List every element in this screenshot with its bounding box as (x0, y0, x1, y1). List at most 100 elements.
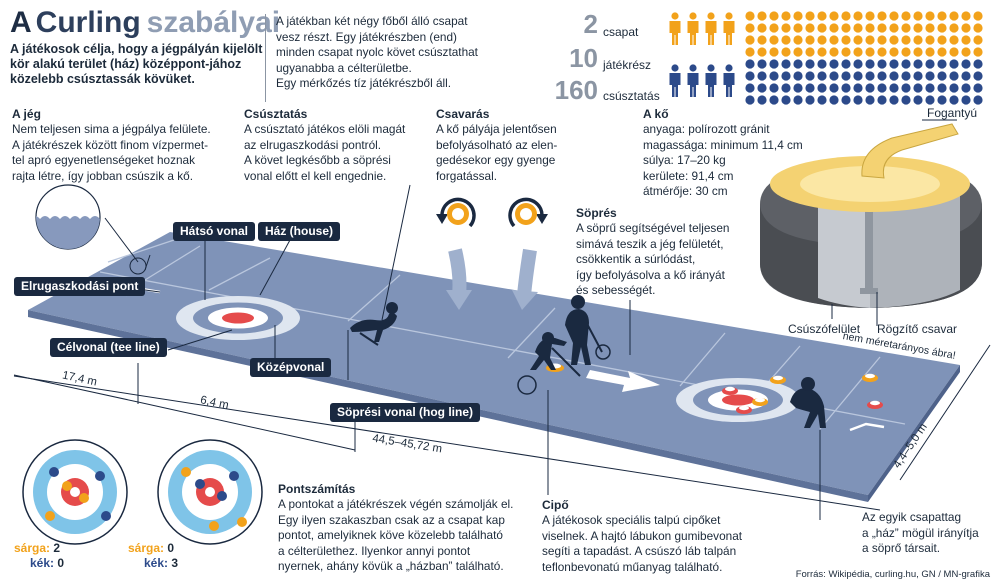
section-curl-title: Csavarás (436, 107, 490, 121)
throw-dot (829, 83, 839, 93)
stone-cutaway-illustration (760, 119, 982, 326)
throw-dot (757, 47, 767, 57)
throw-dot (961, 35, 971, 45)
throw-dot (961, 95, 971, 105)
section-skip-line: a söprő társait. (862, 541, 941, 555)
house-left (176, 296, 300, 340)
section-sweeping-line: és sebességét. (576, 283, 656, 297)
throw-dot (961, 83, 971, 93)
section-ice-line: A játékrészek között finom vízpermet- (12, 137, 209, 152)
throw-dot (757, 11, 767, 21)
page-title: A Curling szabályai (10, 6, 281, 39)
throw-dot (901, 35, 911, 45)
section-sweeping-title: Söprés (576, 206, 617, 220)
label-hog-line: Söprési vonal (hog line) (330, 403, 481, 422)
throw-dot (949, 83, 959, 93)
throw-dot (877, 59, 887, 69)
throw-dot (937, 11, 947, 21)
section-scoring-line: nyernek, ahány kövük a „házban” találhat… (278, 559, 504, 573)
throw-dot (793, 35, 803, 45)
throw-dot (805, 83, 815, 93)
throw-dot (877, 23, 887, 33)
section-scoring: Pontszámítás A pontokat a játékrészek vé… (278, 482, 538, 575)
score-right-yellow: sárga: 0 (128, 541, 175, 555)
throw-dot (853, 11, 863, 21)
throw-dot (961, 59, 971, 69)
throw-dot (865, 95, 875, 105)
game-line: Egy mérkőzés tíz játékrészből áll. (276, 76, 452, 90)
section-shoes-line: A játékosok speciális talpú cipőket (542, 513, 721, 527)
throw-dot (913, 47, 923, 57)
section-scoring-line: Egy ilyen szakaszban csak az a csapat ka… (278, 512, 505, 527)
scoring-diagrams (22, 439, 263, 545)
throw-dot (901, 11, 911, 21)
section-shoes-line: segíti a tapadást. A csúszó láb talpán (542, 544, 737, 558)
label-center-line: Középvonal (250, 358, 332, 377)
throw-dot (817, 23, 827, 33)
throw-dot (793, 23, 803, 33)
throw-dot (817, 35, 827, 45)
throw-dot (877, 95, 887, 105)
throw-dot (913, 71, 923, 81)
throw-dot (925, 23, 935, 33)
score-left-yellow: sárga: 2 (14, 541, 61, 555)
throw-dot (937, 23, 947, 33)
throw-dot (949, 47, 959, 57)
throw-dot (817, 59, 827, 69)
source-credit: Forrás: Wikipédia, curling.hu, GN / MN-g… (795, 569, 990, 580)
section-stone: A kő anyaga: polírozott gránit magassága… (643, 107, 823, 200)
section-stone-title: A kő (643, 107, 669, 121)
throw-dot (757, 71, 767, 81)
label-house: Ház (house) (258, 222, 341, 241)
game-line: minden csapat nyolc követ csúsztathat (276, 45, 478, 59)
throw-dot (781, 83, 791, 93)
section-sweeping-line: A söprű segítségével teljesen (576, 221, 730, 235)
blue-team-icon (669, 64, 735, 97)
section-ice-title: A jég (12, 107, 41, 121)
throw-dot (793, 83, 803, 93)
section-sweeping: Söprés A söprű segítségével teljesen sim… (576, 206, 756, 299)
throw-dot (757, 59, 767, 69)
throw-dot (949, 59, 959, 69)
section-ice: A jég Nem teljesen sima a jégpálya felül… (12, 107, 242, 184)
section-delivery-line: A csúsztató játékos elöli magát (244, 122, 406, 136)
throw-dot (901, 71, 911, 81)
throws-dot-grid (745, 11, 983, 105)
score-right-blue: kék: 3 (144, 556, 179, 570)
throw-dot (913, 59, 923, 69)
throw-dot (829, 47, 839, 57)
throw-dot (973, 47, 983, 57)
throw-dot (865, 35, 875, 45)
section-shoes-title: Cipő (542, 498, 569, 512)
throw-dot (769, 71, 779, 81)
section-shoes-line: teflonbevonatú műanyag található. (542, 559, 723, 574)
throw-dot (829, 59, 839, 69)
throw-dot (829, 71, 839, 81)
throw-dot (937, 59, 947, 69)
throw-dot (793, 95, 803, 105)
throw-dot (745, 71, 755, 81)
throw-dot (757, 35, 767, 45)
throw-dot (793, 71, 803, 81)
throw-dot (853, 59, 863, 69)
throw-dot (889, 47, 899, 57)
direction-arrow (586, 370, 660, 392)
throw-dot (769, 95, 779, 105)
throw-dot (973, 23, 983, 33)
player-silhouettes (350, 295, 826, 428)
throw-dot (841, 11, 851, 21)
throw-dot (769, 59, 779, 69)
throw-dot (877, 35, 887, 45)
section-sweeping-line: csökkentik a súrlódást, (576, 252, 696, 266)
section-scoring-line: pontot, amelyiknek köve közelebb találha… (278, 528, 503, 542)
throw-dot (817, 71, 827, 81)
throw-dot (877, 11, 887, 21)
throw-dot (889, 23, 899, 33)
label-bolt: Rögzítő csavar (877, 322, 958, 336)
throw-dot (865, 11, 875, 21)
throw-dot (901, 23, 911, 33)
throw-dot (877, 83, 887, 93)
scoring-house-left (22, 439, 128, 545)
throw-dot (841, 47, 851, 57)
section-ice-line: Nem teljesen sima a jégpálya felülete. (12, 122, 211, 136)
